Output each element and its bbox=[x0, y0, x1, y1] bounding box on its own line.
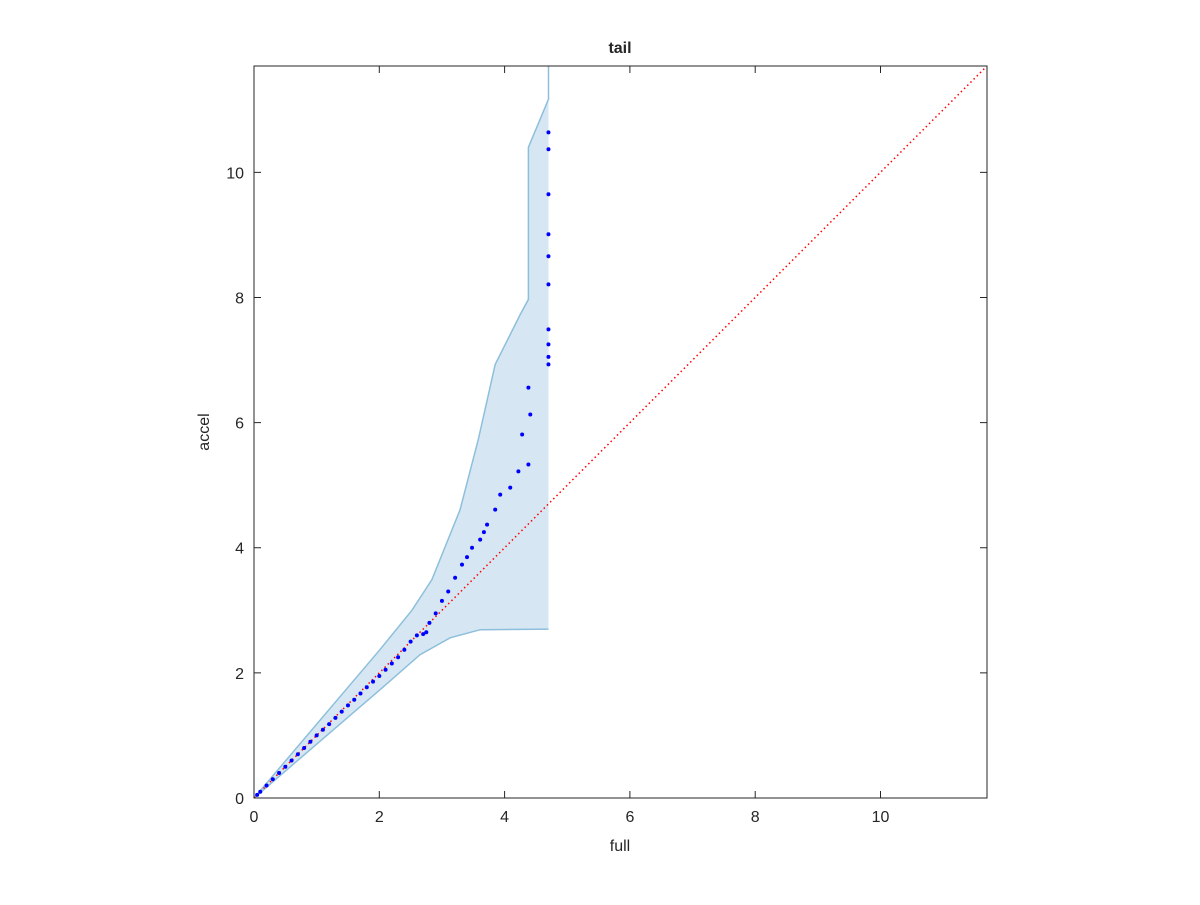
point bbox=[546, 362, 551, 367]
point bbox=[327, 722, 332, 727]
y-tick-label: 10 bbox=[226, 165, 244, 182]
point bbox=[424, 630, 429, 635]
point bbox=[546, 282, 551, 287]
point bbox=[320, 727, 325, 732]
point bbox=[289, 758, 294, 763]
reference-line bbox=[253, 65, 988, 799]
band-upper bbox=[253, 66, 550, 799]
axes-box bbox=[253, 65, 988, 799]
point bbox=[277, 770, 282, 775]
point bbox=[546, 354, 551, 359]
x-axis-label: full bbox=[610, 838, 630, 855]
x-tick-label: 0 bbox=[250, 809, 259, 826]
point bbox=[546, 192, 551, 197]
point bbox=[427, 620, 432, 625]
point bbox=[255, 792, 260, 797]
point bbox=[546, 130, 551, 135]
point bbox=[526, 385, 531, 390]
point bbox=[314, 733, 319, 738]
point bbox=[333, 715, 338, 720]
point bbox=[352, 697, 357, 702]
point bbox=[546, 342, 551, 347]
point bbox=[433, 611, 438, 616]
point bbox=[421, 632, 426, 637]
y-axis-label: accel bbox=[196, 413, 213, 450]
y-tick-label: 4 bbox=[235, 541, 244, 558]
point bbox=[546, 327, 551, 332]
point bbox=[270, 777, 275, 782]
point bbox=[264, 783, 269, 788]
x-tick-label: 6 bbox=[625, 809, 634, 826]
point bbox=[377, 674, 382, 678]
point bbox=[546, 147, 551, 152]
point bbox=[402, 647, 407, 652]
point bbox=[526, 462, 531, 467]
confidence-band bbox=[254, 66, 549, 798]
point bbox=[383, 667, 388, 672]
point bbox=[465, 555, 470, 560]
point bbox=[283, 764, 288, 769]
point bbox=[453, 575, 458, 580]
point bbox=[446, 589, 451, 594]
band-lower bbox=[253, 628, 549, 799]
point bbox=[508, 485, 513, 490]
point bbox=[389, 661, 394, 666]
point bbox=[414, 633, 419, 638]
point bbox=[470, 545, 475, 550]
chart-title: tail bbox=[608, 40, 631, 57]
point bbox=[358, 691, 363, 696]
point bbox=[485, 522, 490, 527]
point bbox=[459, 562, 464, 567]
x-tick-label: 8 bbox=[751, 809, 760, 826]
point bbox=[520, 432, 525, 437]
point bbox=[371, 679, 376, 684]
y-tick-label: 8 bbox=[235, 290, 244, 307]
point bbox=[478, 537, 483, 542]
x-tick-label: 4 bbox=[500, 809, 509, 826]
point bbox=[493, 507, 498, 512]
x-tick-label: 10 bbox=[872, 809, 890, 826]
point bbox=[339, 709, 344, 714]
point bbox=[302, 745, 307, 750]
point bbox=[546, 254, 551, 259]
point bbox=[546, 232, 551, 237]
point bbox=[364, 685, 369, 690]
point bbox=[481, 530, 486, 535]
point bbox=[308, 739, 313, 744]
point bbox=[439, 598, 444, 603]
point bbox=[396, 655, 401, 660]
y-tick-label: 2 bbox=[235, 666, 244, 683]
point bbox=[516, 469, 521, 474]
point bbox=[295, 752, 300, 757]
point bbox=[345, 703, 350, 708]
point bbox=[408, 639, 413, 644]
x-tick-label: 2 bbox=[375, 809, 384, 826]
point bbox=[498, 492, 503, 497]
y-tick-label: 6 bbox=[235, 416, 244, 433]
y-tick-label: 0 bbox=[235, 791, 244, 808]
point bbox=[528, 412, 533, 417]
point bbox=[258, 789, 263, 794]
